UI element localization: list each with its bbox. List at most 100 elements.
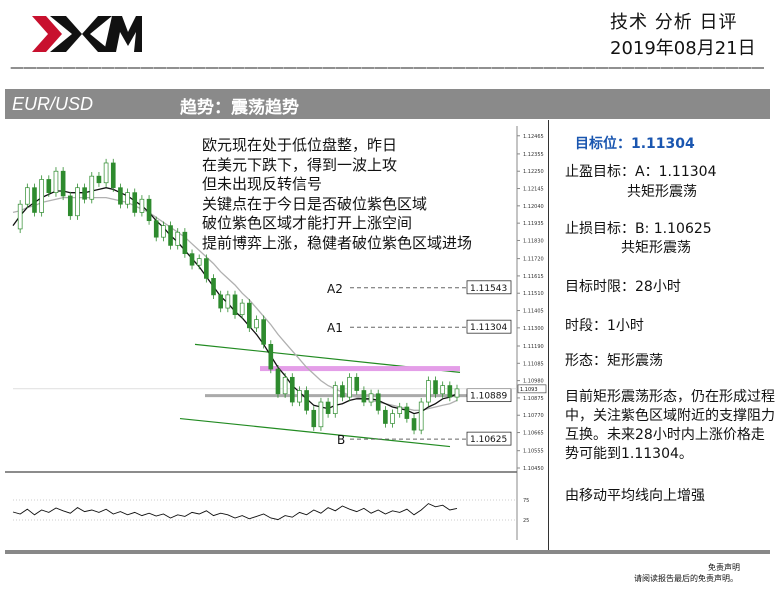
y-tick-label: 1.11190	[523, 344, 544, 350]
time-limit: 目标时限：28小时	[565, 279, 681, 295]
y-tick-label: 1.11085	[523, 361, 544, 367]
level-label: B	[337, 433, 345, 447]
y-tick-label: 1.10450	[523, 466, 544, 472]
y-tick-label: 1.12145	[523, 187, 544, 193]
commentary-line: 在美元下跌下，得到一波上攻	[202, 155, 398, 174]
level-value: 1.10889	[470, 392, 507, 402]
candle-body	[204, 258, 209, 279]
candle-body	[433, 380, 438, 395]
candle-body	[390, 413, 395, 424]
xm-logo	[32, 16, 142, 52]
take-profit-note: 共矩形震荡	[627, 184, 697, 200]
y-tick-label: 1.10770	[523, 413, 544, 419]
candle-body	[289, 376, 295, 403]
candle-body	[125, 192, 130, 205]
candle-body	[82, 187, 87, 200]
oscillator-line	[12, 503, 458, 521]
candle-body	[96, 175, 102, 184]
resistance-zone	[260, 366, 460, 372]
analysis-summary: 目前矩形震荡形态，仍在形成过程中，关注紫色区域附近的支撑阻力互换。未来28小时内…	[565, 389, 775, 462]
candle-body	[132, 192, 138, 213]
commentary-line: 提前博弈上涨，稳健者破位紫色区域进场	[202, 233, 473, 252]
candle-body	[196, 258, 202, 266]
oscillator-tick-label: 75	[523, 498, 529, 504]
candle-body	[60, 170, 66, 197]
candle-body	[325, 401, 331, 414]
level-label: A2	[327, 282, 343, 296]
candle-body	[375, 393, 381, 411]
disclaimer-title: 免责声明	[708, 563, 740, 572]
candle-body	[304, 390, 309, 411]
document-date: 2019年08月21日	[610, 38, 756, 59]
candle-body	[175, 231, 181, 246]
commentary-line: 关键点在于今日是否破位紫色区域	[202, 194, 428, 213]
current-price-label: 1.1093	[520, 387, 538, 393]
candle-body	[368, 393, 374, 403]
commentary-line: 欧元现在处于低位盘整，昨日	[202, 136, 398, 154]
candle-body	[318, 401, 324, 428]
commentary: 欧元现在处于低位盘整，昨日 在美元下跌下，得到一波上攻 但未出现反转信号 关键点…	[202, 136, 472, 253]
candle-body	[32, 187, 37, 213]
level-box	[466, 319, 512, 334]
candle-body	[347, 376, 352, 398]
stop-loss: 止损目标：B: 1.10625	[565, 221, 712, 237]
candle-body	[67, 195, 73, 217]
candle-body	[161, 225, 166, 238]
candle-body	[254, 319, 259, 329]
current-price-box	[517, 384, 547, 394]
disclaimer-text: 请阅读报告最后的免责声明。	[634, 574, 738, 583]
y-tick-label: 1.11830	[523, 238, 544, 244]
candle-body	[454, 388, 460, 398]
candle-body	[25, 187, 30, 205]
y-tick-label: 1.10875	[523, 396, 544, 402]
candle-body	[110, 162, 116, 189]
candle-body	[17, 203, 23, 230]
y-tick-label: 1.12465	[523, 134, 544, 140]
candle-body	[426, 380, 431, 403]
candle-body	[440, 385, 445, 395]
y-tick-label: 1.10665	[523, 431, 544, 437]
price-chart: 1.12465 1.12355 1.12250 1.12145 1.12040 1.119…	[5, 126, 547, 540]
candle-body	[332, 385, 338, 414]
y-tick-label: 1.12250	[523, 169, 544, 175]
target-level: 目标位：1.11304	[575, 136, 695, 152]
candle-body	[168, 225, 173, 246]
candle-body	[232, 294, 238, 316]
pattern: 形态：矩形震荡	[565, 353, 663, 369]
candle-body	[75, 187, 80, 217]
y-tick-label: 1.11510	[523, 291, 544, 297]
panel-divider	[548, 120, 549, 550]
stop-loss-note: 共矩形震荡	[621, 240, 691, 256]
title-bar	[5, 89, 770, 119]
candle-body	[297, 390, 302, 403]
candle-body	[275, 368, 281, 395]
trend-label: 趋势：震荡趋势	[180, 98, 299, 118]
candle-body	[218, 294, 223, 309]
currency-pair: EUR/USD	[12, 94, 94, 114]
candle-body	[361, 390, 367, 403]
candle-body	[268, 343, 274, 370]
take-profit: 止盈目标：A：1.11304	[565, 164, 717, 180]
y-tick-label: 1.11405	[523, 309, 544, 315]
candle-body	[261, 319, 266, 345]
candle-body	[383, 409, 388, 424]
level-value: 1.11304	[470, 323, 507, 333]
timeframe: 时段：1小时	[565, 318, 644, 334]
candle-body	[118, 187, 123, 205]
candle-body	[89, 175, 95, 200]
commentary-line: 破位紫色区域才能打开上涨空间	[202, 214, 413, 232]
y-tick-label: 1.12040	[523, 204, 544, 210]
level-value: 1.10625	[470, 435, 507, 445]
candle-body	[153, 220, 159, 238]
candle-body	[311, 409, 317, 428]
level-box	[466, 431, 512, 446]
y-tick-label: 1.11615	[523, 274, 544, 280]
candle-body	[225, 294, 231, 309]
candle-body	[404, 406, 410, 419]
document-type: 技术 分析 日评	[610, 12, 738, 33]
candle-body	[397, 406, 403, 414]
y-tick-label: 1.10555	[523, 449, 544, 455]
level-box	[466, 280, 512, 295]
level-label: A1	[327, 321, 343, 335]
candle-body	[411, 418, 417, 431]
